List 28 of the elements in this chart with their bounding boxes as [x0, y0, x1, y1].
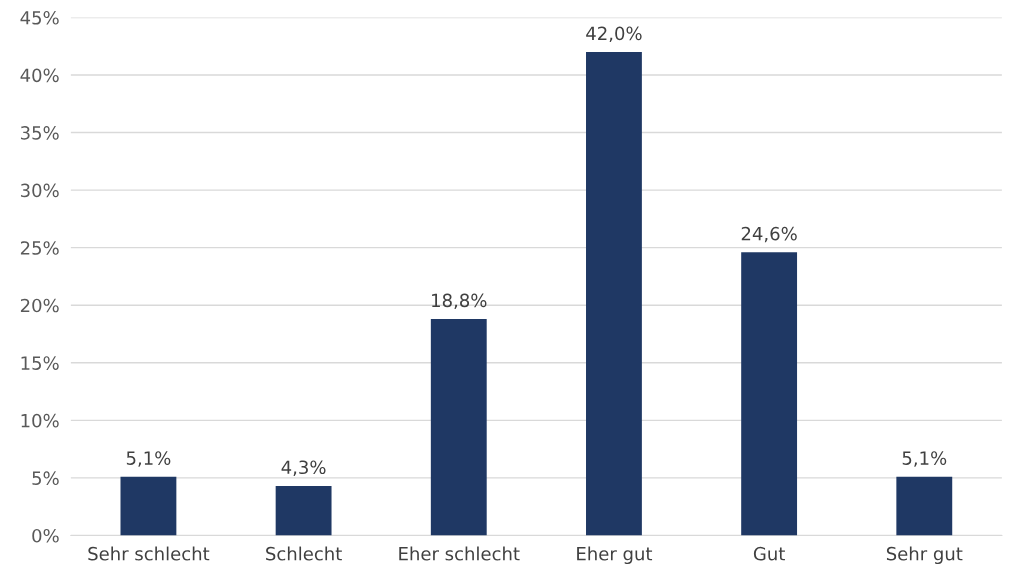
y-tick-label: 45% — [20, 10, 59, 25]
bar — [275, 485, 332, 536]
y-tick-label: 40% — [20, 68, 59, 83]
bar — [896, 476, 953, 536]
bar — [120, 476, 177, 536]
y-tick-label: 15% — [21, 356, 59, 370]
x-tick-label: Sehr gut — [886, 546, 963, 565]
bar — [741, 252, 798, 536]
data-label: 18,8% — [432, 293, 487, 310]
data-label: 24,6% — [741, 226, 797, 243]
data-label: 5,1% — [126, 451, 171, 467]
bar — [586, 51, 642, 536]
x-tick-label: Sehr schlecht — [88, 546, 210, 561]
y-tick-label: 5% — [32, 471, 59, 485]
y-tick-label: 10% — [21, 413, 59, 428]
data-label: 4,3% — [281, 460, 326, 476]
data-label: 5,1% — [902, 451, 947, 467]
y-tick-label: 30% — [20, 183, 59, 198]
x-tick-label: Eher gut — [577, 546, 653, 565]
x-tick-label: Eher schlecht — [399, 546, 520, 561]
x-tick-label: Schlecht — [266, 546, 342, 561]
y-tick-label: 20% — [20, 298, 59, 313]
bar — [430, 319, 487, 536]
data-label: 42,0% — [586, 26, 642, 42]
y-tick-label: 25% — [20, 241, 59, 255]
y-tick-label: 0% — [32, 528, 59, 543]
x-tick-label: Gut — [753, 546, 785, 561]
y-tick-label: 35% — [20, 126, 59, 140]
